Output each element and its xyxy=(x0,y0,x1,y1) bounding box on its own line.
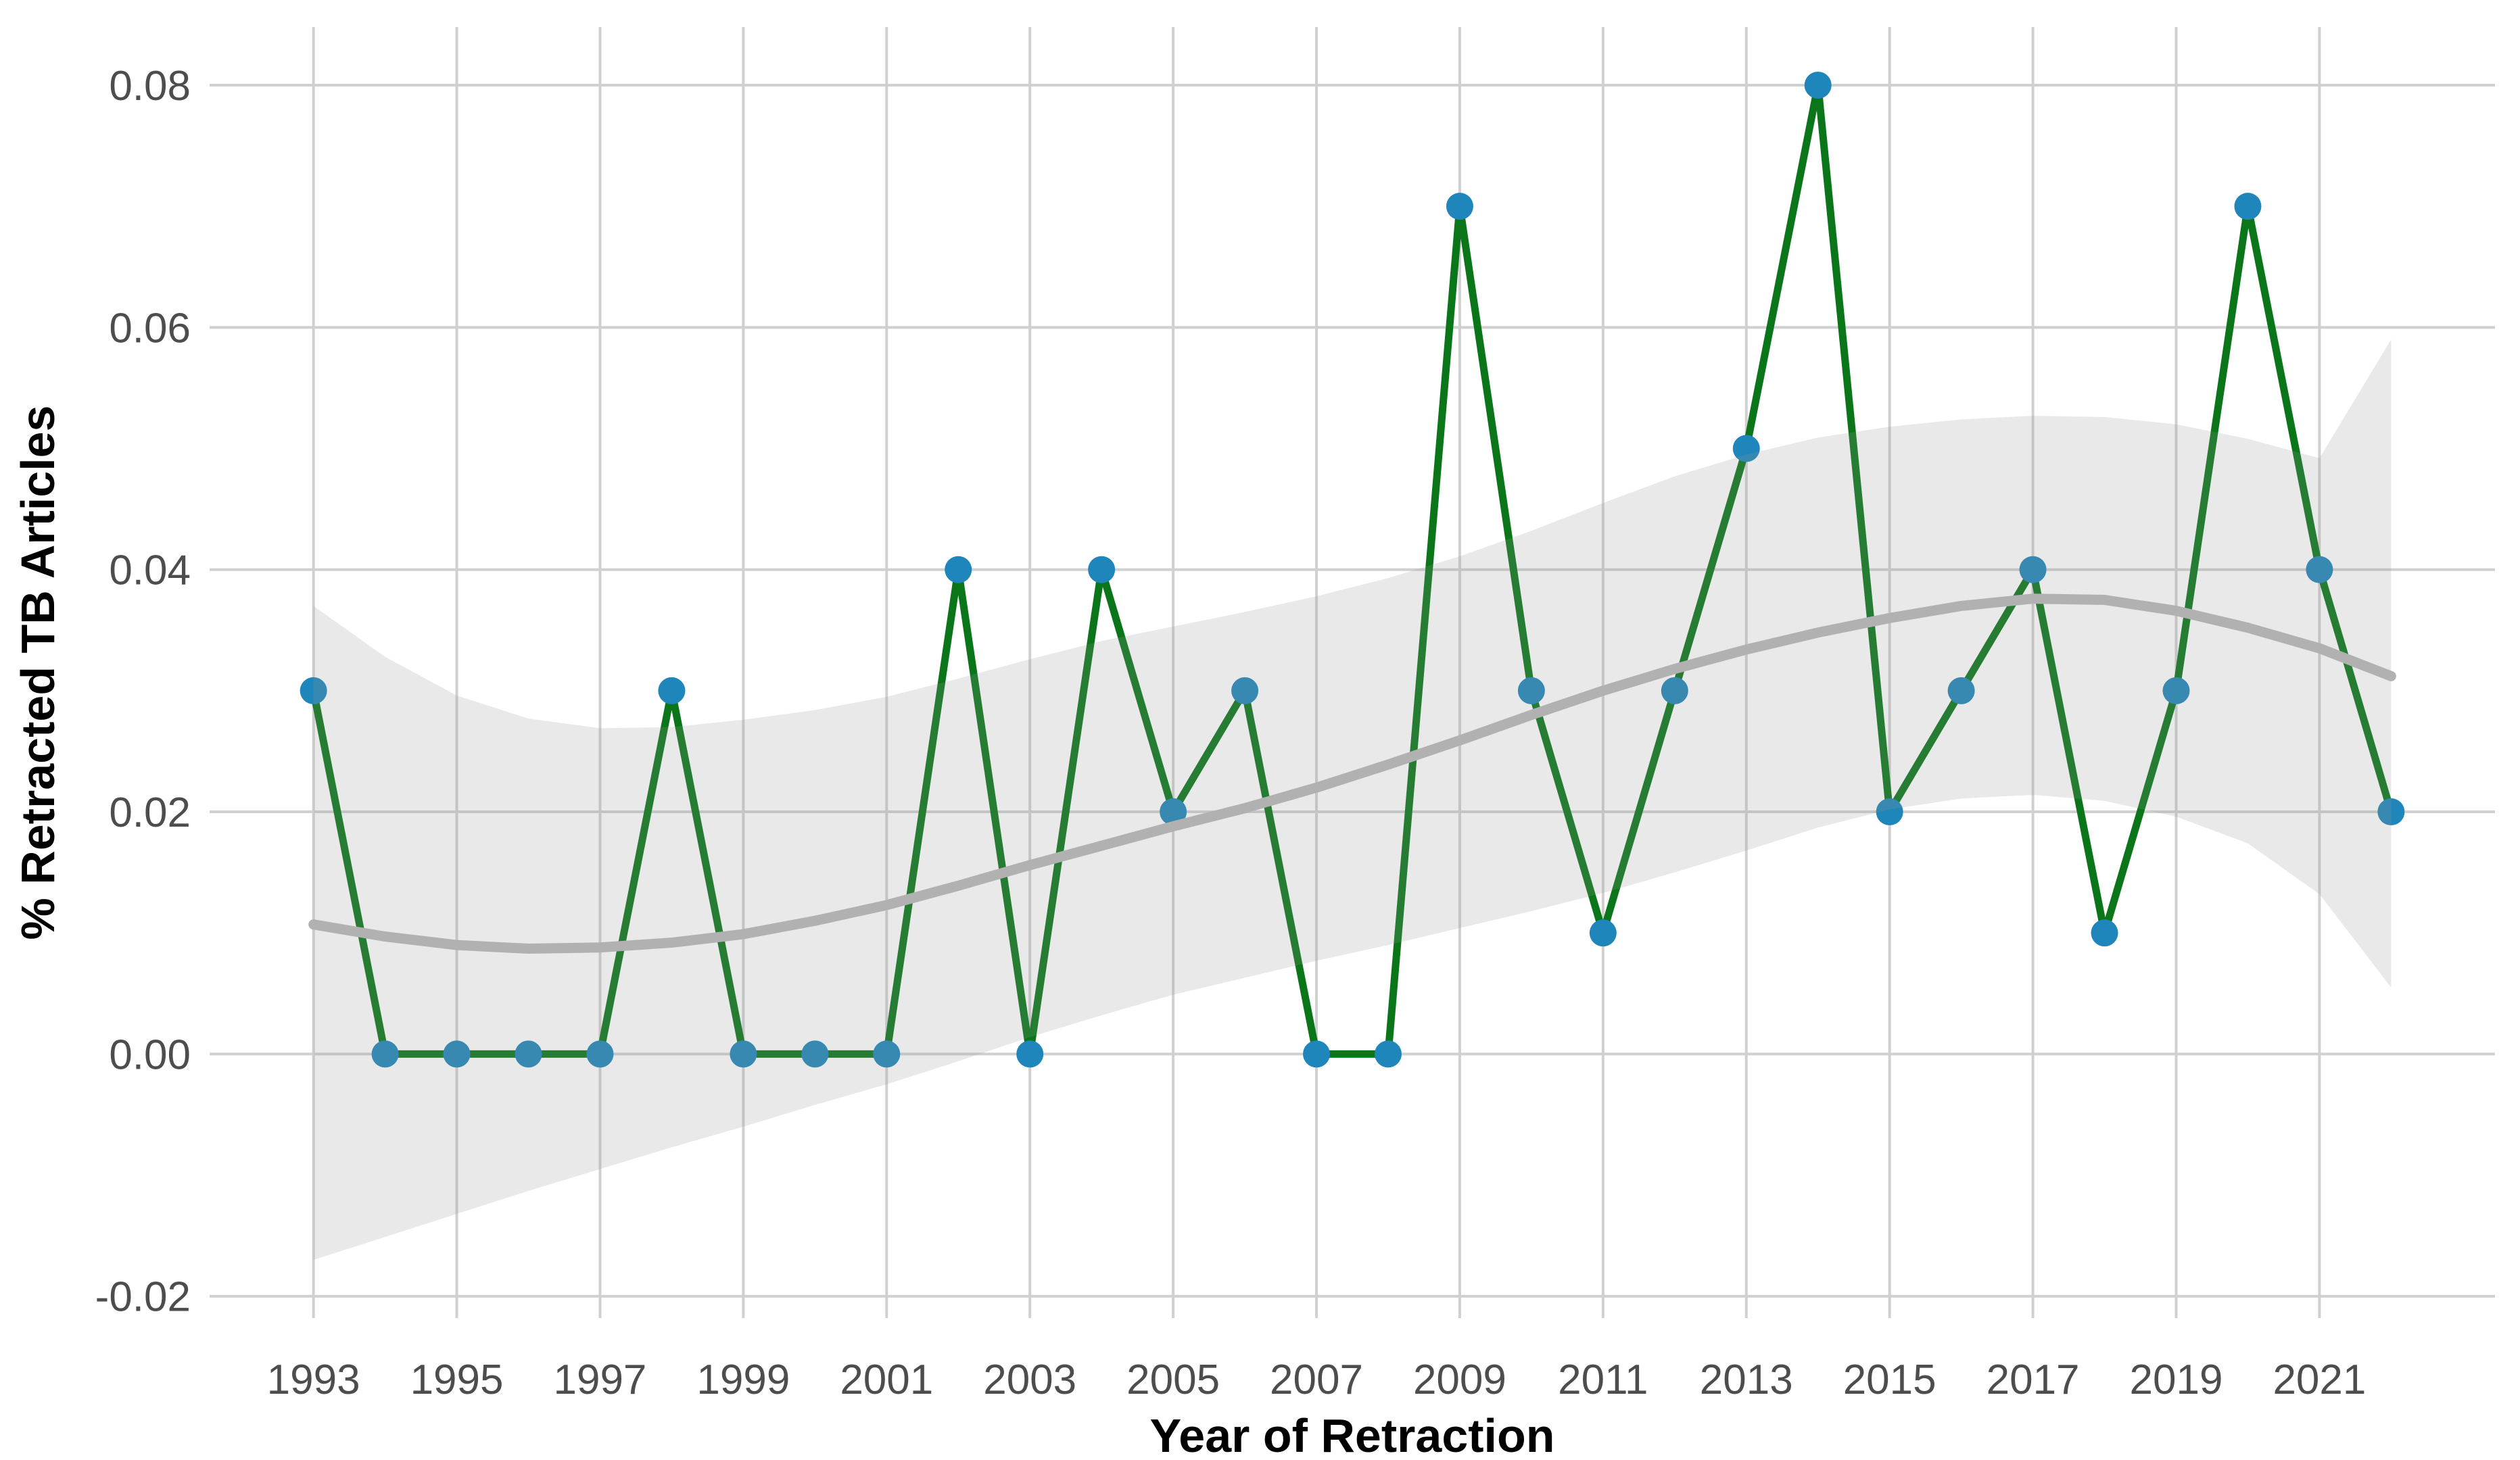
x-tick-label: 2001 xyxy=(840,1357,933,1403)
x-tick-label: 2019 xyxy=(2130,1357,2223,1403)
data-point xyxy=(801,1040,829,1068)
x-tick-label: 1997 xyxy=(553,1357,646,1403)
data-point xyxy=(1661,677,1688,704)
data-point xyxy=(2091,919,2118,947)
data-point xyxy=(515,1040,542,1068)
data-point xyxy=(1804,72,1832,99)
data-point xyxy=(658,677,686,704)
x-tick-label: 2021 xyxy=(2273,1357,2366,1403)
data-point xyxy=(1088,556,1116,583)
x-tick-label: 2005 xyxy=(1126,1357,1220,1403)
data-point xyxy=(443,1040,471,1068)
data-point xyxy=(2019,556,2047,583)
gridlines xyxy=(210,27,2495,1318)
data-point xyxy=(730,1040,757,1068)
y-tick-label: 0.06 xyxy=(109,305,191,351)
data-point xyxy=(945,556,972,583)
data-point xyxy=(300,677,327,704)
axis-labels: -0.02 0.00 0.02 0.04 0.06 0.08 1993 1995 1997 199… xyxy=(95,63,2367,1403)
data-point xyxy=(1231,677,1259,704)
x-tick-label: 2015 xyxy=(1843,1357,1936,1403)
data-point xyxy=(2377,798,2405,826)
x-tick-label: 2003 xyxy=(983,1357,1076,1403)
data-point xyxy=(1303,1040,1331,1068)
data-point xyxy=(1016,1040,1044,1068)
smooth-layer xyxy=(308,339,2396,1260)
x-tick-label: 1999 xyxy=(696,1357,790,1403)
data-point xyxy=(371,1040,399,1068)
x-tick-label: 2009 xyxy=(1413,1357,1506,1403)
x-tick-label: 2017 xyxy=(1987,1357,2080,1403)
data-point xyxy=(2162,677,2190,704)
data-point xyxy=(1517,677,1545,704)
data-point xyxy=(873,1040,901,1068)
data-point xyxy=(2306,556,2333,583)
data-point xyxy=(1374,1040,1402,1068)
y-tick-label: 0.04 xyxy=(109,548,191,594)
data-series-layer xyxy=(300,72,2405,1068)
x-axis-title: Year of Retraction xyxy=(1149,1409,1554,1460)
data-point xyxy=(2234,193,2262,220)
x-tick-label: 1993 xyxy=(267,1357,360,1403)
data-line xyxy=(310,81,2395,1058)
confidence-ribbon xyxy=(313,339,2392,1260)
data-point xyxy=(1160,798,1187,826)
x-tick-label: 2013 xyxy=(1700,1357,1793,1403)
y-tick-label: 0.08 xyxy=(109,63,191,110)
y-tick-label: 0.02 xyxy=(109,789,191,836)
y-tick-label: -0.02 xyxy=(95,1274,191,1321)
smooth-line xyxy=(308,593,2396,954)
data-point xyxy=(1446,193,1473,220)
x-tick-label: 1995 xyxy=(410,1357,504,1403)
x-tick-label: 2007 xyxy=(1270,1357,1363,1403)
data-point xyxy=(1876,798,1903,826)
data-point xyxy=(586,1040,614,1068)
y-tick-label: 0.00 xyxy=(109,1031,191,1078)
data-point xyxy=(1732,435,1760,462)
y-axis-title: % Retracted TB Articles xyxy=(11,406,64,940)
data-point xyxy=(1947,677,1975,704)
data-point xyxy=(1589,919,1617,947)
x-tick-label: 2011 xyxy=(1558,1357,1648,1403)
